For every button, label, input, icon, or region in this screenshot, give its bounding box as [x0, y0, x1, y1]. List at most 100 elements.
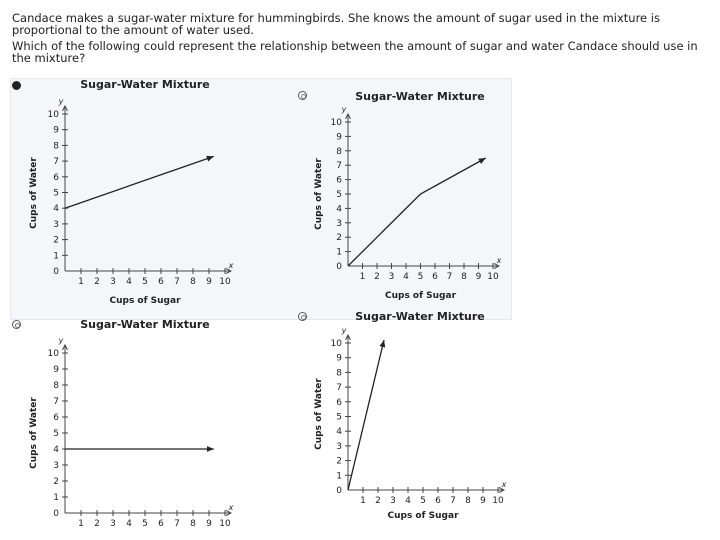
option-b-radio[interactable]: [298, 91, 307, 100]
series-line: [347, 157, 487, 267]
y-axis-label: Cups of Water: [29, 397, 39, 469]
x-tick-label: 8: [461, 272, 467, 282]
x-tick-label: 3: [389, 272, 395, 282]
x-tick-label: 1: [78, 277, 84, 287]
y-tick-label: 8: [336, 368, 342, 378]
y-tick-label: 5: [336, 190, 342, 200]
x-tick-label: 9: [476, 272, 482, 282]
y-tick-label: 2: [336, 457, 342, 467]
y-tick-label: 10: [331, 339, 343, 349]
x-tick-label: 4: [403, 272, 409, 282]
y-tick-label: 6: [336, 398, 342, 408]
x-tick-label: 2: [94, 277, 100, 287]
question-stem: Candace makes a sugar-water mixture for …: [12, 11, 660, 37]
x-tick-label: 4: [126, 277, 132, 287]
y-tick-label: 7: [53, 397, 59, 407]
x-tick-label: 1: [360, 496, 366, 506]
x-tick-label: 6: [158, 519, 164, 529]
x-tick-label: 3: [110, 277, 116, 287]
y-tick-label: 4: [53, 204, 59, 214]
x-tick-label: 2: [94, 519, 100, 529]
y-tick-label: 3: [53, 220, 59, 230]
x-tick-label: 2: [374, 272, 380, 282]
series-line: [64, 155, 215, 209]
y-variable-label: y: [341, 105, 347, 114]
question-text: Candace makes a sugar-water mixture for …: [12, 12, 712, 67]
y-tick-label: 7: [336, 161, 342, 171]
x-tick-label: 7: [174, 519, 180, 529]
y-tick-label: 3: [336, 219, 342, 229]
x-tick-label: 5: [420, 496, 426, 506]
option-d-radio[interactable]: [298, 312, 307, 321]
y-tick-label: 6: [53, 413, 59, 423]
x-variable-label: x: [496, 256, 502, 265]
x-tick-label: 9: [206, 277, 212, 287]
x-tick-label: 7: [447, 272, 453, 282]
x-tick-label: 5: [418, 272, 424, 282]
y-tick-label: 10: [48, 110, 60, 120]
origin-label: 0: [53, 509, 59, 519]
x-variable-label: x: [228, 261, 234, 270]
origin-label: 0: [336, 486, 342, 496]
x-tick-label: 3: [110, 519, 116, 529]
y-tick-label: 6: [336, 176, 342, 186]
x-tick-label: 8: [190, 277, 196, 287]
x-tick-label: 9: [206, 519, 212, 529]
y-tick-label: 10: [48, 349, 60, 359]
x-variable-label: x: [228, 503, 234, 512]
y-tick-label: 6: [53, 173, 59, 183]
x-tick-label: 10: [219, 277, 231, 287]
option-c-radio[interactable]: [12, 320, 21, 329]
y-axis-label: Cups of Water: [29, 157, 39, 229]
x-tick-label: 1: [78, 519, 84, 529]
y-tick-label: 4: [336, 427, 342, 437]
x-tick-label: 6: [435, 496, 441, 506]
option-a-radio[interactable]: [12, 81, 21, 90]
y-tick-label: 8: [336, 147, 342, 157]
x-axis-label: Cups of Sugar: [385, 291, 457, 301]
x-tick-label: 5: [142, 277, 148, 287]
y-tick-label: 8: [53, 381, 59, 391]
y-axis-label: Cups of Water: [314, 378, 324, 450]
x-tick-label: 1: [360, 272, 366, 282]
origin-label: 0: [336, 262, 342, 272]
y-tick-label: 1: [53, 251, 59, 261]
y-variable-label: y: [58, 97, 64, 106]
y-variable-label: y: [58, 336, 64, 345]
x-tick-label: 6: [432, 272, 438, 282]
y-tick-label: 1: [336, 471, 342, 481]
y-tick-label: 4: [336, 204, 342, 214]
y-tick-label: 2: [53, 236, 59, 246]
x-tick-label: 5: [142, 519, 148, 529]
y-tick-label: 7: [53, 157, 59, 167]
x-variable-label: x: [501, 480, 507, 489]
y-tick-label: 9: [336, 132, 342, 142]
chart-title: Sugar-Water Mixture: [355, 90, 484, 103]
chart-title: Sugar-Water Mixture: [355, 310, 484, 323]
question-prompt: Which of the following could represent t…: [12, 39, 698, 65]
y-tick-label: 9: [53, 126, 59, 136]
x-tick-label: 4: [126, 519, 132, 529]
y-tick-label: 7: [336, 383, 342, 393]
y-axis-label: Cups of Water: [314, 158, 324, 230]
y-tick-label: 3: [336, 442, 342, 452]
y-tick-label: 4: [53, 445, 59, 455]
y-tick-label: 5: [53, 189, 59, 199]
x-axis-label: Cups of Sugar: [387, 511, 459, 521]
x-tick-label: 9: [480, 496, 486, 506]
x-tick-label: 2: [375, 496, 381, 506]
x-tick-label: 6: [158, 277, 164, 287]
y-tick-label: 5: [336, 413, 342, 423]
selected-option-highlight: [10, 78, 512, 320]
y-tick-label: 5: [53, 429, 59, 439]
x-tick-label: 10: [487, 272, 499, 282]
x-tick-label: 10: [492, 496, 504, 506]
x-tick-label: 3: [390, 496, 396, 506]
y-tick-label: 3: [53, 461, 59, 471]
chart-title: Sugar-Water Mixture: [80, 78, 209, 91]
y-tick-label: 2: [53, 477, 59, 487]
